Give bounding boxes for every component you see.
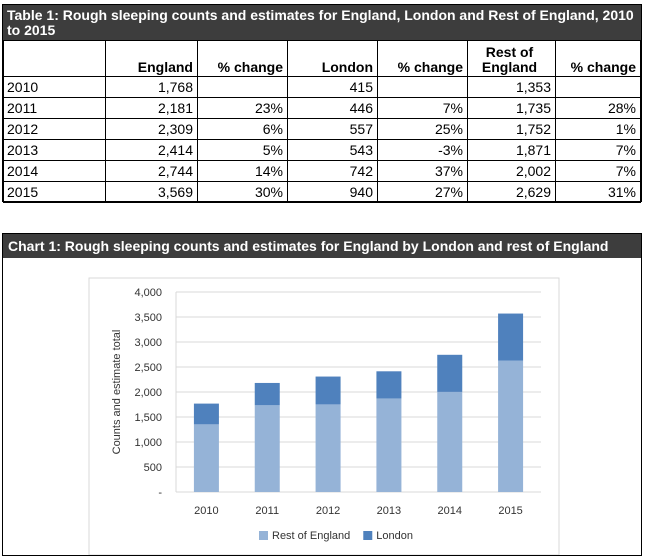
bar-london — [315, 376, 341, 405]
bar-london — [437, 354, 463, 392]
bar-london — [254, 382, 280, 406]
value-cell: 446 — [287, 97, 378, 119]
value-cell: 7% — [555, 160, 641, 182]
table-row: 2011 2,181 23% 446 7% 1,735 28% — [3, 97, 641, 119]
y-tick-label: - — [158, 487, 162, 499]
value-cell: 37% — [377, 160, 468, 182]
bar-rest-of-england — [193, 424, 219, 492]
value-cell: 940 — [287, 181, 378, 203]
x-tick-label: 2014 — [438, 505, 462, 517]
value-cell: 23% — [197, 97, 288, 119]
bar-london — [376, 371, 402, 399]
value-cell: 2,414 — [105, 139, 198, 161]
value-cell: 14% — [197, 160, 288, 182]
header-cell: Rest of England — [467, 40, 556, 77]
y-tick-label: 1,000 — [134, 437, 162, 449]
value-cell: 1,871 — [467, 139, 556, 161]
value-cell: 2,744 — [105, 160, 198, 182]
value-cell: 2,181 — [105, 97, 198, 119]
table-row: 2010 1,768 415 1,353 — [3, 76, 641, 98]
data-table: England % change London % change Rest of… — [3, 40, 641, 203]
bar-rest-of-england — [254, 405, 280, 492]
value-cell: 30% — [197, 181, 288, 203]
bar-rest-of-england — [315, 404, 341, 492]
value-cell: 7% — [377, 97, 468, 119]
value-cell: 1,735 — [467, 97, 556, 119]
value-cell: 5% — [197, 139, 288, 161]
table-row: 2013 2,414 5% 543 -3% 1,871 7% — [3, 139, 641, 161]
chart-title: Chart 1: Rough sleeping counts and estim… — [3, 234, 641, 258]
value-cell: 7% — [555, 139, 641, 161]
x-tick-label: 2011 — [255, 505, 279, 517]
table-header-row: England % change London % change Rest of… — [3, 40, 641, 77]
stacked-bar-chart: - 500 1,000 1,500 2,000 2,500 3,000 3,500 4,000 C… — [88, 277, 560, 555]
table-row: 2015 3,569 30% 940 27% 2,629 31% — [3, 181, 641, 203]
chart-frame — [88, 277, 560, 555]
value-cell — [555, 76, 641, 98]
bar-rest-of-england — [437, 391, 463, 492]
y-tick-label: 3,500 — [134, 312, 162, 324]
value-cell: 742 — [287, 160, 378, 182]
table-panel: Table 1: Rough sleeping counts and estim… — [2, 4, 642, 203]
header-cell: England — [105, 40, 198, 77]
value-cell: -3% — [377, 139, 468, 161]
year-cell: 2011 — [3, 97, 106, 119]
year-cell: 2010 — [3, 76, 106, 98]
value-cell: 31% — [555, 181, 641, 203]
value-cell: 28% — [555, 97, 641, 119]
value-cell: 1,353 — [467, 76, 556, 98]
legend-swatch — [363, 531, 373, 540]
legend-label: London — [376, 530, 413, 542]
table-title: Table 1: Rough sleeping counts and estim… — [3, 5, 641, 40]
year-cell: 2014 — [3, 160, 106, 182]
y-axis-label: Counts and estimate total — [111, 330, 123, 455]
value-cell: 27% — [377, 181, 468, 203]
header-cell: % change — [555, 40, 641, 77]
header-cell: % change — [197, 40, 288, 77]
bar-london — [498, 313, 524, 361]
table-row: 2012 2,309 6% 557 25% 1,752 1% — [3, 118, 641, 140]
legend-label: Rest of England — [272, 530, 350, 542]
value-cell: 2,002 — [467, 160, 556, 182]
value-cell: 25% — [377, 118, 468, 140]
value-cell: 6% — [197, 118, 288, 140]
year-cell: 2013 — [3, 139, 106, 161]
value-cell: 2,629 — [467, 181, 556, 203]
y-tick-label: 500 — [144, 462, 162, 474]
y-tick-label: 2,500 — [134, 362, 162, 374]
value-cell: 1,768 — [105, 76, 198, 98]
value-cell: 2,309 — [105, 118, 198, 140]
legend-swatch — [259, 531, 268, 540]
y-tick-label: 3,000 — [134, 337, 162, 349]
value-cell: 1,752 — [467, 118, 556, 140]
table-row: 2014 2,744 14% 742 37% 2,002 7% — [3, 160, 641, 182]
y-tick-label: 1,500 — [134, 412, 162, 424]
y-tick-label: 4,000 — [134, 287, 162, 299]
chart-panel: Chart 1: Rough sleeping counts and estim… — [2, 233, 642, 556]
value-cell — [197, 76, 288, 98]
x-tick-label: 2013 — [377, 505, 401, 517]
year-cell: 2015 — [3, 181, 106, 203]
value-cell: 557 — [287, 118, 378, 140]
header-cell — [3, 40, 106, 77]
x-tick-label: 2015 — [498, 505, 522, 517]
x-tick-label: 2012 — [316, 505, 340, 517]
bar-rest-of-england — [376, 398, 402, 492]
value-cell: 415 — [287, 76, 378, 98]
y-tick-label: 2,000 — [134, 387, 162, 399]
value-cell: 3,569 — [105, 181, 198, 203]
bar-london — [193, 403, 219, 425]
header-cell: % change — [377, 40, 468, 77]
header-cell: London — [287, 40, 378, 77]
value-cell: 543 — [287, 139, 378, 161]
value-cell: 1% — [555, 118, 641, 140]
x-tick-label: 2010 — [194, 505, 218, 517]
value-cell — [377, 76, 468, 98]
bar-rest-of-england — [498, 360, 524, 492]
year-cell: 2012 — [3, 118, 106, 140]
